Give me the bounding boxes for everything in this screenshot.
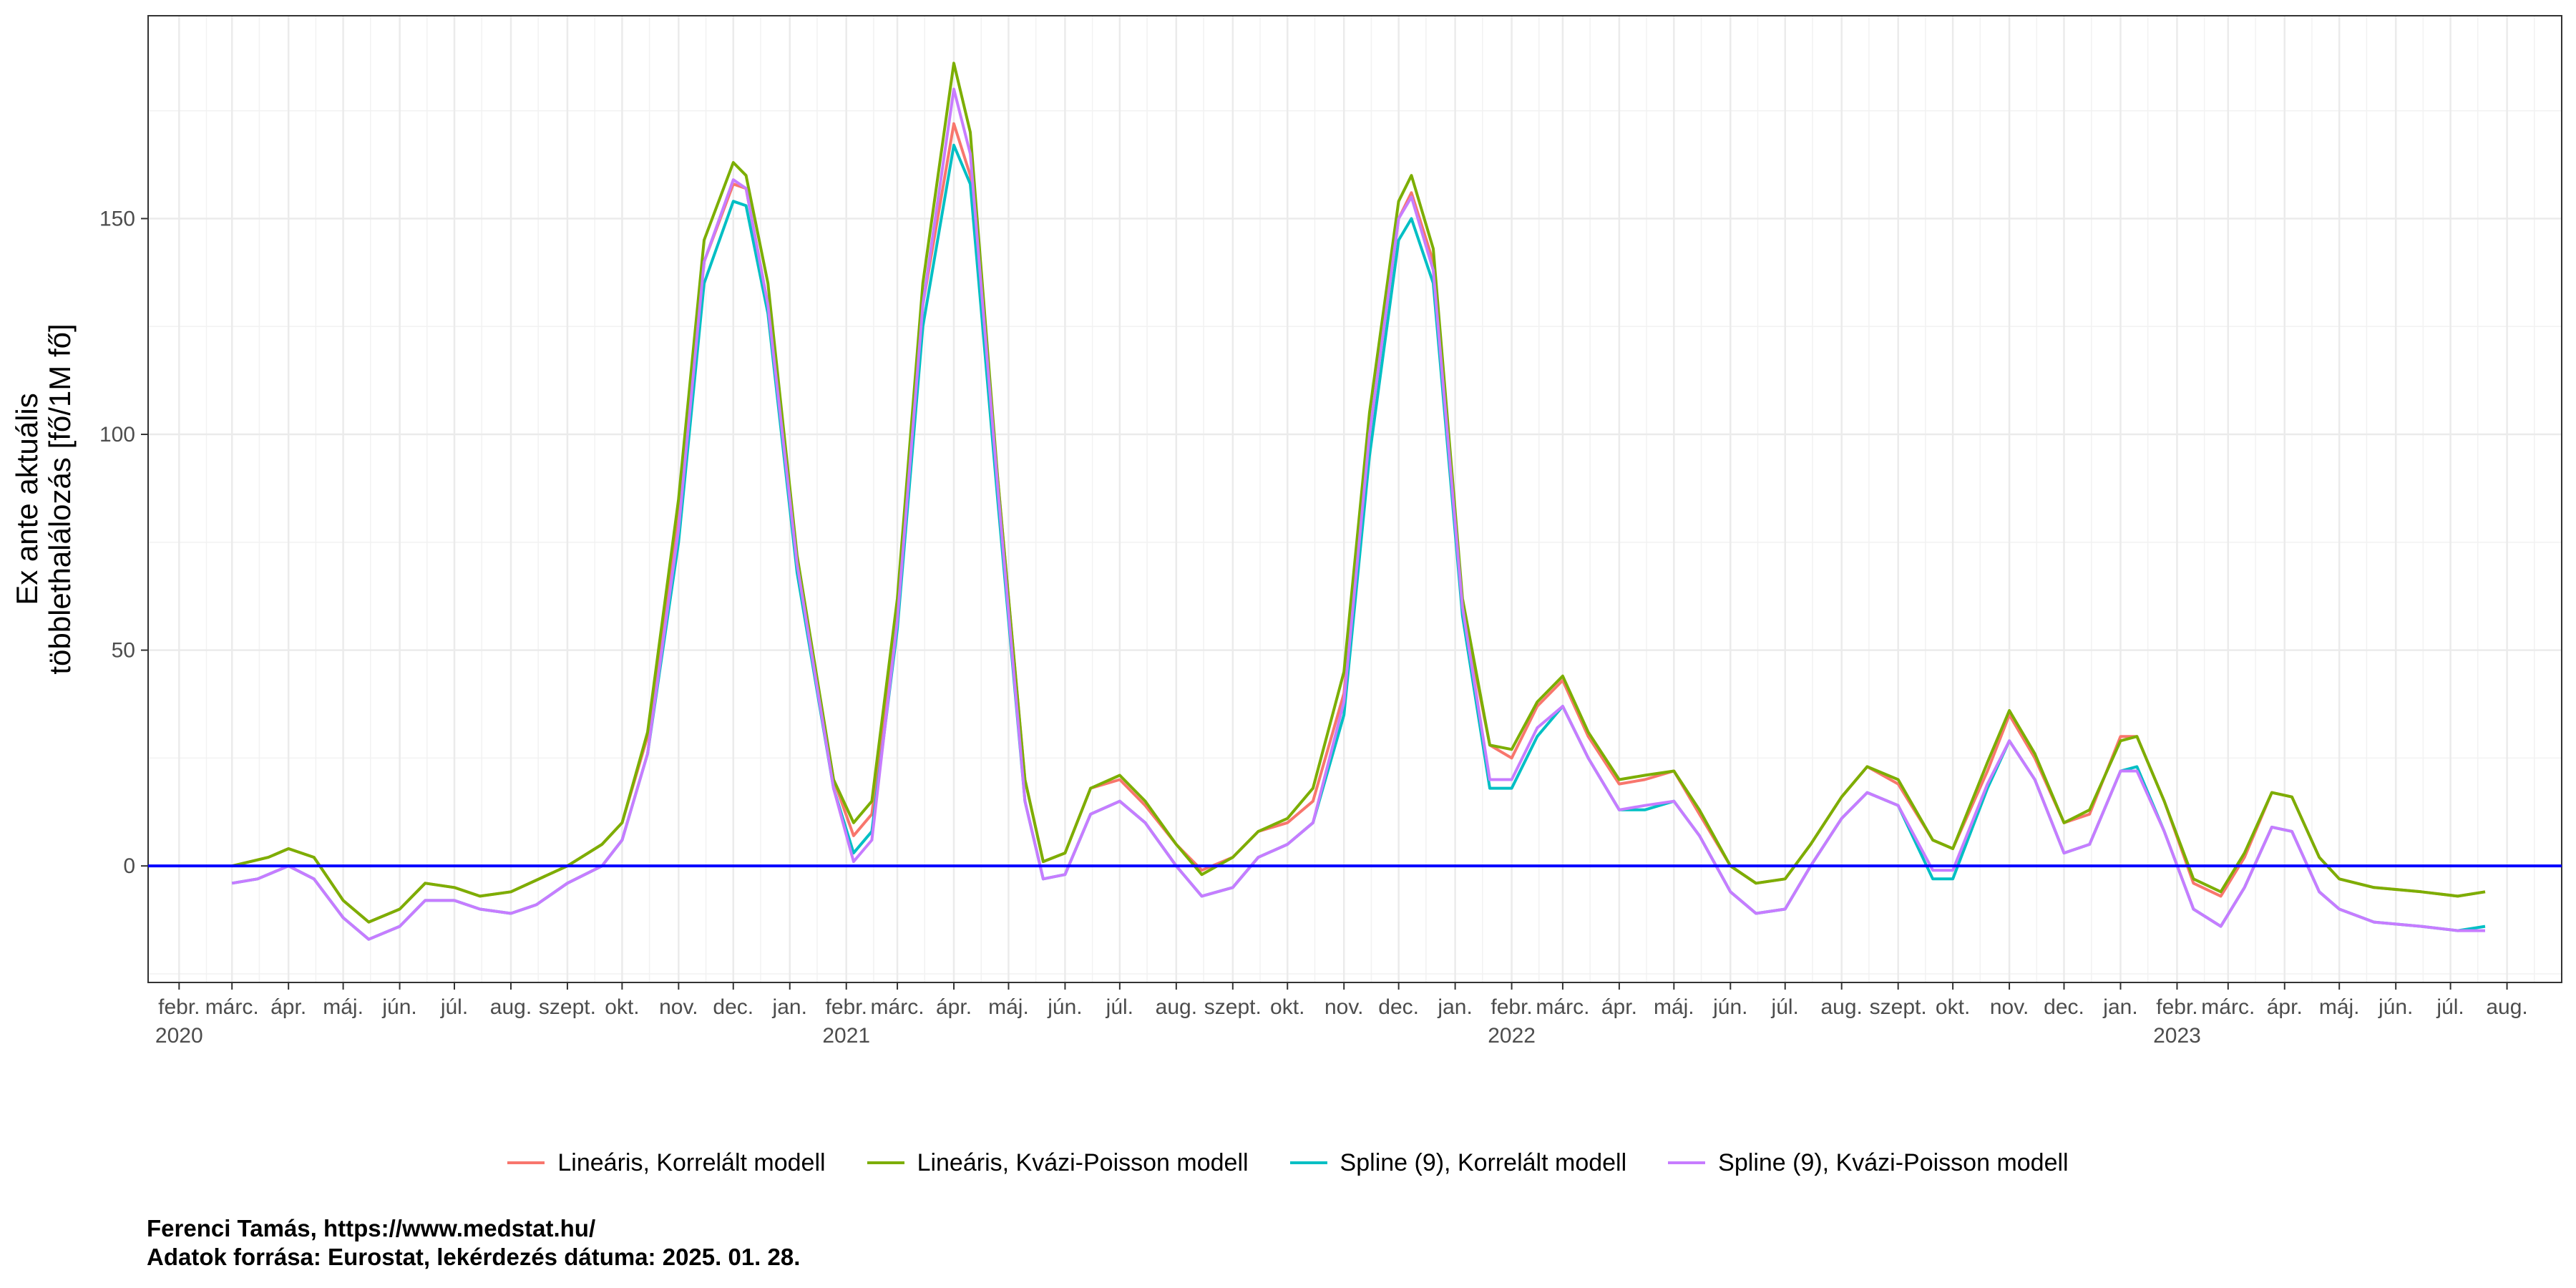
legend-key — [1668, 1161, 1706, 1164]
x-tick-label: aug. — [2486, 995, 2527, 1019]
x-tick-label: febr. — [158, 995, 200, 1019]
x-tick-label: márc. — [2201, 995, 2255, 1019]
series-lines — [148, 62, 2562, 941]
x-tick-label: máj. — [323, 995, 364, 1019]
caption-source: Adatok forrása: Eurostat, lekérdezés dát… — [147, 1244, 801, 1270]
legend-label: Spline (9), Korrelált modell — [1340, 1148, 1627, 1176]
x-tick-label: febr. — [826, 995, 867, 1019]
y-axis-title: Ex ante aktuális többlethalálozás [fő/1M … — [10, 323, 77, 674]
x-tick-label: jan. — [1437, 995, 1472, 1019]
x-tick-label: nov. — [1324, 995, 1363, 1019]
x-tick-label: dec. — [2044, 995, 2084, 1019]
y-tick-label: 100 — [99, 423, 135, 447]
series-line-4 — [231, 87, 2485, 941]
caption-author: Ferenci Tamás, https://www.medstat.hu/ — [147, 1215, 596, 1241]
x-year-label: 2020 — [155, 1024, 203, 1048]
legend-key — [507, 1161, 545, 1164]
x-tick-label: okt. — [605, 995, 639, 1019]
legend-item: Lineáris, Korrelált modell — [507, 1148, 826, 1177]
x-tick-label: febr. — [1491, 995, 1532, 1019]
panel-border — [147, 15, 2562, 983]
y-axis-label-line: többlethalálozás [fő/1M fő] — [43, 323, 77, 674]
x-tick-label: szept. — [1870, 995, 1927, 1019]
x-tick-label: ápr. — [2267, 995, 2303, 1019]
x-tick-label: márc. — [1536, 995, 1589, 1019]
legend-key — [1289, 1161, 1327, 1164]
x-tick-label: júl. — [1106, 995, 1133, 1019]
legend: Lineáris, Korrelált modell Lineáris, Kváz… — [0, 1145, 2576, 1181]
x-tick-label: jan. — [772, 995, 807, 1019]
x-tick-label: nov. — [1990, 995, 2029, 1019]
x-year-label: 2021 — [822, 1024, 870, 1048]
legend-item: Spline (9), Kvázi-Poisson modell — [1668, 1148, 2069, 1177]
x-tick-label: máj. — [2319, 995, 2360, 1019]
plot-panel — [148, 16, 2562, 982]
x-tick-label: nov. — [659, 995, 698, 1019]
x-year-label: 2022 — [1488, 1024, 1536, 1048]
x-tick-label: máj. — [988, 995, 1029, 1019]
x-tick-label: ápr. — [270, 995, 306, 1019]
y-tick-label: 150 — [99, 207, 135, 230]
x-tick-label: jún. — [1712, 995, 1747, 1019]
x-tick-label: ápr. — [936, 995, 972, 1019]
x-tick-label: szept. — [1204, 995, 1262, 1019]
x-tick-label: júl. — [440, 995, 468, 1019]
y-tick-label: 50 — [112, 639, 135, 663]
x-tick-label: jún. — [2378, 995, 2413, 1019]
x-tick-label: febr. — [2156, 995, 2197, 1019]
x-tick-label: máj. — [1654, 995, 1694, 1019]
x-tick-label: júl. — [1771, 995, 1799, 1019]
y-axis-label-line: Ex ante aktuális — [10, 393, 44, 605]
x-tick-label: okt. — [1270, 995, 1304, 1019]
legend-label: Lineáris, Kvázi-Poisson modell — [917, 1148, 1249, 1176]
x-tick-label: jan. — [2102, 995, 2137, 1019]
x-tick-label: aug. — [1156, 995, 1197, 1019]
x-year-label: 2023 — [2153, 1024, 2201, 1048]
x-tick-label: jún. — [381, 995, 416, 1019]
legend-key — [867, 1161, 904, 1164]
x-tick-label: jún. — [1047, 995, 1082, 1019]
legend-label: Lineáris, Korrelált modell — [557, 1148, 826, 1176]
series-line-2 — [231, 62, 2486, 924]
x-tick-label: dec. — [1378, 995, 1419, 1019]
x-tick-label: márc. — [871, 995, 924, 1019]
x-tick-label: márc. — [205, 995, 259, 1019]
legend-item: Lineáris, Kvázi-Poisson modell — [867, 1149, 1249, 1177]
x-tick-label: okt. — [1936, 995, 1970, 1019]
legend-label: Spline (9), Kvázi-Poisson modell — [1718, 1148, 2069, 1176]
x-tick-label: szept. — [539, 995, 596, 1019]
x-tick-label: ápr. — [1601, 995, 1637, 1019]
x-tick-label: júl. — [2436, 995, 2464, 1019]
legend-item: Spline (9), Korrelált modell — [1289, 1148, 1627, 1177]
x-tick-label: aug. — [1821, 995, 1863, 1019]
y-tick-label: 0 — [123, 854, 135, 878]
x-tick-label: dec. — [713, 995, 753, 1019]
x-tick-label: aug. — [490, 995, 532, 1019]
